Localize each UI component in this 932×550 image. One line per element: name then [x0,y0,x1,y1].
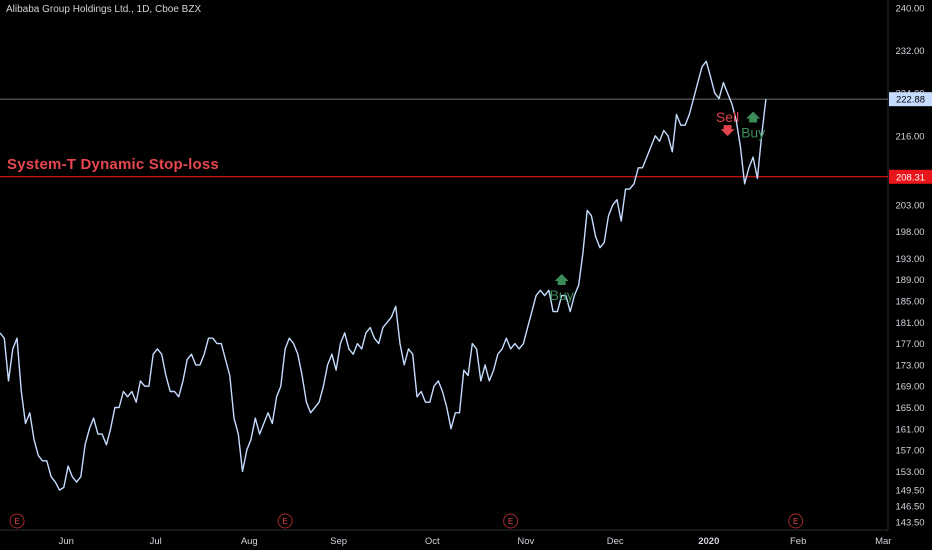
earnings-event-marker[interactable] [503,513,519,529]
sell-signal-label: Sell [716,109,739,125]
y-tick-label: 146.50 [895,502,924,513]
x-tick-label: 2020 [698,536,719,547]
x-tick-label: Sep [330,536,347,547]
stop-loss-label: System-T Dynamic Stop-loss [7,156,219,173]
y-tick-label: 153.00 [895,467,924,478]
x-tick-label: Mar [875,536,891,547]
buy-arrow-icon [554,273,569,285]
price-series-line [0,60,767,491]
y-tick-label: 232.00 [895,46,924,57]
y-tick-label: 189.00 [895,275,924,286]
earnings-event-marker[interactable] [788,513,804,529]
chart-title: Alibaba Group Holdings Ltd., 1D, Cboe BZ… [6,4,202,15]
stop-price-badge [889,169,932,184]
y-tick-label: 149.50 [895,486,924,497]
y-tick-label: 177.00 [895,339,924,350]
earnings-event-marker[interactable] [277,513,293,529]
x-tick-label: Feb [790,536,806,547]
buy-arrow-icon [746,111,761,123]
y-tick-label: 216.00 [895,131,924,142]
x-tick-label: Jun [59,536,74,547]
buy-signal-label: Buy [741,125,765,141]
x-tick-label: Aug [241,536,258,547]
earnings-event-label: E [793,517,798,526]
y-tick-label: 165.00 [895,403,924,414]
y-tick-label: 185.00 [895,296,924,307]
y-tick-label: 181.00 [895,318,924,329]
y-tick-label: 240.00 [895,3,924,14]
sell-arrow-icon [720,125,735,137]
y-tick-label: 193.00 [895,254,924,265]
x-tick-label: Dec [607,536,624,547]
y-tick-label: 198.00 [895,227,924,238]
last-price-badge-label: 222.88 [896,95,925,106]
stop-price-badge-label: 208.31 [896,172,925,183]
y-tick-label: 157.00 [895,446,924,457]
earnings-event-marker[interactable] [9,513,25,529]
y-tick-label: 161.00 [895,424,924,435]
y-tick-label: 203.00 [895,201,924,212]
x-tick-label: Jul [150,536,162,547]
earnings-event-label: E [14,517,19,526]
earnings-event-label: E [508,517,513,526]
x-tick-label: Nov [517,536,534,547]
last-price-badge [889,92,932,107]
y-tick-label: 169.00 [895,382,924,393]
y-tick-label: 173.00 [895,360,924,371]
x-tick-label: Oct [425,536,440,547]
buy-signal-label: Buy [550,287,574,303]
y-tick-label: 143.50 [895,518,924,529]
earnings-event-label: E [282,517,287,526]
